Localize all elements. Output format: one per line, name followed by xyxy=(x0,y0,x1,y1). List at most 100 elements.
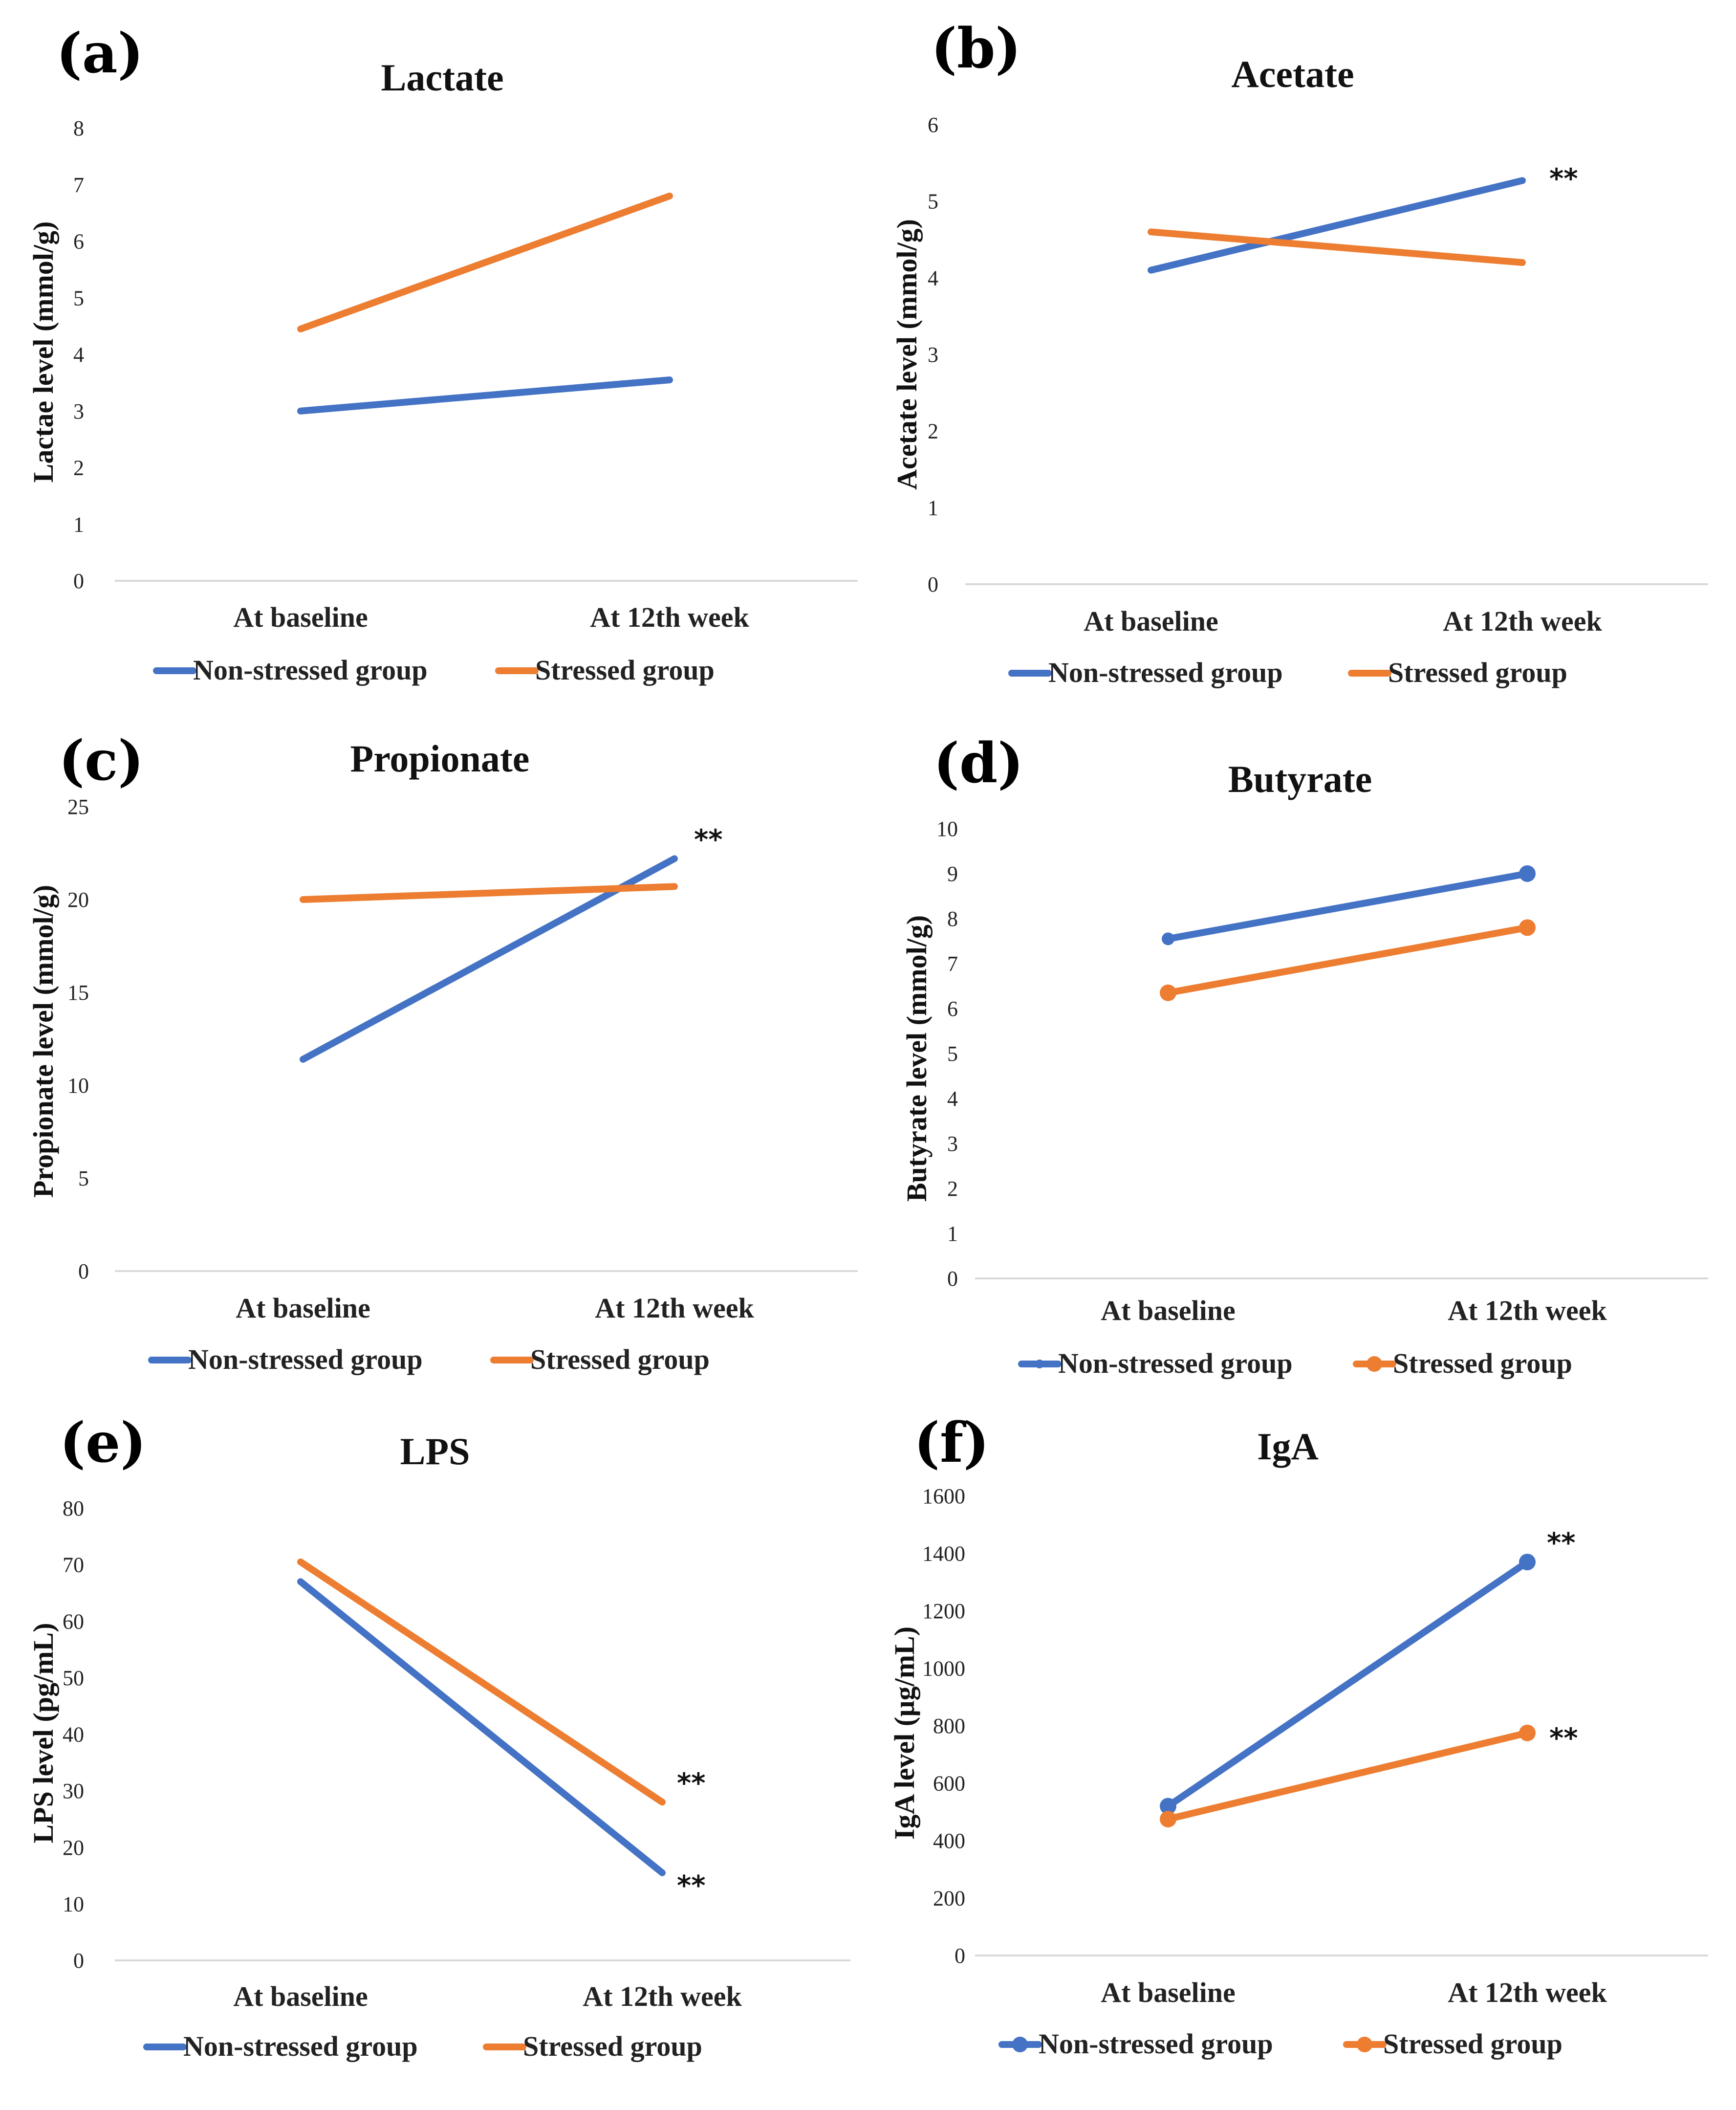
y-tick-label: 4 xyxy=(928,266,938,290)
y-tick-label: 1600 xyxy=(922,1484,965,1508)
chart-panel-c: (c) Propionate Propionate level (mmol/g) 0 5… xyxy=(27,729,858,1375)
legend-marker xyxy=(1035,1360,1044,1368)
y-tick-label: 0 xyxy=(78,1259,89,1283)
series-line-stressed xyxy=(297,1558,666,1806)
y-tick-label: 7 xyxy=(947,952,958,976)
data-point xyxy=(1519,919,1536,936)
y-axis-label: IgA level (µg/mL) xyxy=(889,1626,920,1840)
x-category-label: At baseline xyxy=(1101,1977,1236,2008)
legend-label: Non-stressed group xyxy=(188,1343,423,1375)
x-category-label: At 12th week xyxy=(595,1292,754,1324)
y-tick-label: 3 xyxy=(947,1132,958,1156)
y-tick-label: 0 xyxy=(947,1267,958,1291)
y-tick-label: 20 xyxy=(67,888,89,912)
y-tick-label: 1 xyxy=(947,1222,958,1246)
y-tick-label: 0 xyxy=(955,1944,965,1968)
y-tick-label: 30 xyxy=(63,1779,84,1803)
chart-title: IgA xyxy=(1257,1425,1319,1468)
y-axis-label: LPS level (pg/mL) xyxy=(27,1623,59,1843)
y-tick-label: 3 xyxy=(73,399,84,423)
y-axis-label: Lactae level (mmol/g) xyxy=(27,221,59,483)
data-point xyxy=(1519,865,1536,882)
panel-label: (e) xyxy=(60,1411,146,1475)
y-tick-label: 400 xyxy=(933,1829,965,1853)
y-tick-label: 600 xyxy=(933,1772,965,1796)
y-tick-label: 6 xyxy=(73,230,84,254)
y-tick-label: 1 xyxy=(928,496,938,520)
legend-label: Stressed group xyxy=(523,2030,702,2062)
series-line-non-stressed xyxy=(1165,870,1531,943)
x-category-label: At baseline xyxy=(236,1292,370,1324)
chart-title: LPS xyxy=(400,1430,470,1473)
y-tick-label: 6 xyxy=(947,997,958,1021)
series-line-stressed xyxy=(1148,228,1526,266)
data-point xyxy=(1162,932,1174,945)
y-tick-label: 1000 xyxy=(922,1657,965,1681)
legend-label: Non-stressed group xyxy=(1048,657,1283,688)
y-tick-label: 8 xyxy=(73,116,84,140)
legend-label: Non-stressed group xyxy=(1039,2028,1273,2060)
y-tick-label: 60 xyxy=(63,1609,84,1633)
y-tick-label: 50 xyxy=(63,1666,84,1690)
series-line-non-stressed xyxy=(1148,177,1526,274)
data-point xyxy=(1160,1798,1176,1815)
legend-marker xyxy=(1367,1356,1382,1372)
data-point xyxy=(1519,1554,1536,1571)
y-tick-label: 0 xyxy=(928,572,938,596)
chart-panel-d: (d) Butyrate Butyrate level (mmol/g) 0 1 2 3 4 5… xyxy=(901,731,1708,1379)
y-axis-label: Butyrate level (mmol/g) xyxy=(901,915,933,1202)
y-tick-label: 800 xyxy=(933,1714,965,1738)
legend-label: Non-stressed group xyxy=(193,654,428,686)
y-axis-label: Propionate level (mmol/g) xyxy=(27,885,59,1198)
panel-label: (d) xyxy=(933,731,1023,795)
legend-label: Stressed group xyxy=(1383,2028,1562,2060)
x-category-label: At baseline xyxy=(233,601,368,633)
series-line-stressed xyxy=(300,883,678,903)
y-tick-label: 40 xyxy=(63,1723,84,1747)
y-tick-label: 5 xyxy=(928,190,938,214)
y-tick-label: 5 xyxy=(947,1042,958,1066)
y-tick-label: 6 xyxy=(928,113,938,137)
y-tick-label: 9 xyxy=(947,862,958,886)
legend-label: Stressed group xyxy=(530,1343,710,1375)
y-tick-label: 25 xyxy=(67,795,89,819)
chart-panel-e: (e) LPS LPS level (pg/mL) 0 10 20 30 40 50 60 70 80… xyxy=(27,1411,850,2062)
y-tick-label: 70 xyxy=(63,1553,84,1577)
y-tick-label: 10 xyxy=(63,1892,84,1916)
y-tick-label: 4 xyxy=(947,1087,958,1111)
y-tick-label: 200 xyxy=(933,1887,965,1911)
significance-annotation: ** xyxy=(677,1767,706,1799)
panel-label: (a) xyxy=(56,22,144,86)
x-category-label: At baseline xyxy=(233,1980,368,2012)
significance-annotation: ** xyxy=(1547,1527,1576,1559)
legend-label: Stressed group xyxy=(1393,1347,1572,1379)
chart-panel-a: (a) Lactate Lactae level (mmol/g) 0 1 2 3 4 5 6 7 8… xyxy=(27,22,858,686)
chart-title: Propionate xyxy=(350,737,530,780)
significance-annotation: ** xyxy=(1549,163,1578,195)
series-line-non-stressed xyxy=(297,1578,666,1876)
chart-panel-f: (f) IgA IgA level (µg/mL) 0 200 400 600 800 1000… xyxy=(889,1411,1708,2060)
chart-title: Butyrate xyxy=(1228,758,1372,800)
y-axis-label: Acetate level (mmol/g) xyxy=(891,219,923,490)
legend-marker xyxy=(1012,2037,1028,2052)
y-tick-label: 0 xyxy=(73,1949,84,1973)
series-line-stressed xyxy=(297,192,673,332)
significance-annotation: ** xyxy=(694,824,723,856)
y-tick-label: 1400 xyxy=(922,1542,965,1566)
y-tick-label: 0 xyxy=(73,569,84,593)
legend-label: Non-stressed group xyxy=(1058,1347,1293,1379)
panel-label: (c) xyxy=(59,729,144,793)
significance-annotation: ** xyxy=(1549,1723,1578,1755)
y-tick-label: 2 xyxy=(928,419,938,443)
data-point xyxy=(1160,1810,1176,1827)
legend-label: Non-stressed group xyxy=(183,2030,418,2062)
chart-title: Lactate xyxy=(381,56,503,99)
y-tick-label: 8 xyxy=(947,907,958,931)
y-tick-label: 5 xyxy=(78,1166,89,1190)
y-tick-label: 10 xyxy=(936,817,958,841)
y-tick-label: 80 xyxy=(63,1496,84,1520)
x-category-label: At 12th week xyxy=(1443,605,1602,637)
x-category-label: At baseline xyxy=(1084,605,1218,637)
series-line-stressed xyxy=(1165,924,1531,996)
